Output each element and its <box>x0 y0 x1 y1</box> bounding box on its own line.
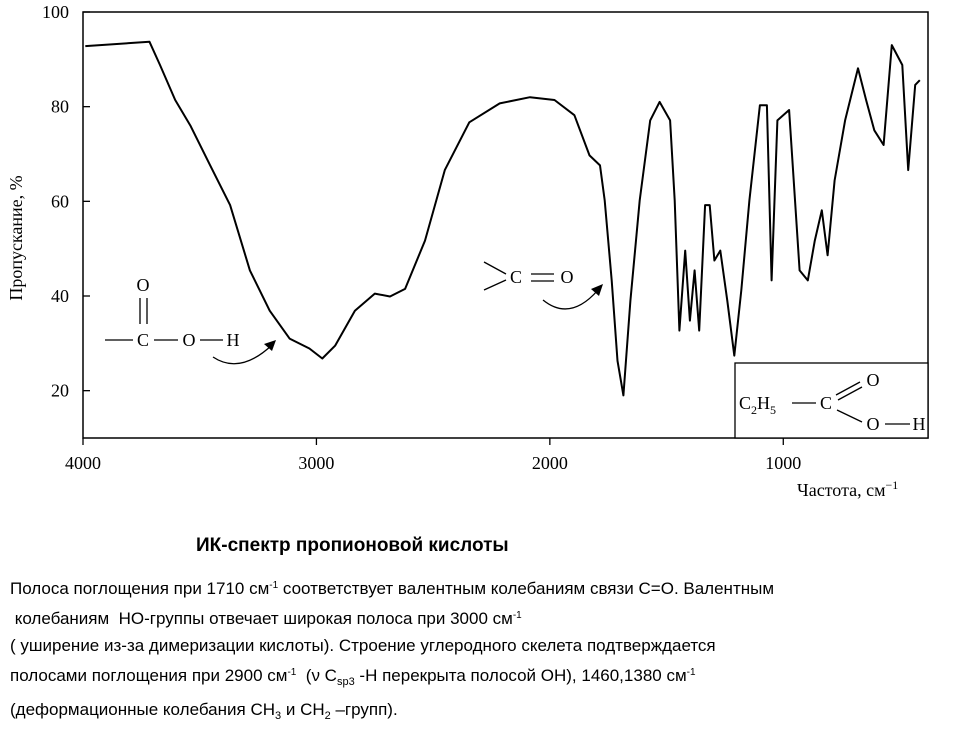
superscript: -1 <box>269 580 279 591</box>
superscript: -1 <box>512 610 522 621</box>
caption-line: Полоса поглощения при 1710 см-1 соответс… <box>10 572 955 602</box>
propionic-acid-structure: C2H5 C O O H <box>734 362 929 439</box>
atom: O <box>561 267 574 287</box>
atom: H <box>227 330 240 350</box>
formula: C2H5 <box>739 393 776 417</box>
atom: O <box>183 330 196 350</box>
arrow-head <box>591 284 603 296</box>
x-axis-label-text: Частота, см <box>797 480 886 500</box>
subscript: 2 <box>751 403 757 417</box>
atom: O <box>137 275 150 295</box>
y-tick-label: 80 <box>51 97 69 117</box>
subscript: 2 <box>324 710 331 722</box>
caption-line: колебаниям НО-группы отвечает широкая по… <box>10 602 955 632</box>
text: –групп). <box>330 700 398 719</box>
y-tick-label: 40 <box>51 286 69 306</box>
y-axis-label: Пропускание, % <box>6 175 26 300</box>
atom: C <box>739 393 751 413</box>
structure-box <box>734 362 929 439</box>
caption-text: Полоса поглощения при 1710 см-1 соответс… <box>10 572 955 730</box>
acid-group-structure: O C O H <box>105 275 276 365</box>
subscript: 3 <box>275 710 282 722</box>
text: соответствует валентным колебаниям связи… <box>278 579 775 598</box>
atom: H <box>913 414 926 434</box>
bond <box>837 386 863 401</box>
atom: H <box>757 393 770 413</box>
caption-title: ИК-спектр пропионовой кислоты <box>196 535 509 556</box>
carbonyl-structure: C O <box>483 261 603 310</box>
arrow-head <box>264 340 276 351</box>
bond <box>483 279 507 291</box>
spectrum-line <box>85 40 921 397</box>
text: ( уширение из-за димеризации кислоты). С… <box>10 636 716 655</box>
y-tick-label: 20 <box>51 381 69 401</box>
bond <box>835 381 861 396</box>
x-tick-label: 2000 <box>532 453 568 473</box>
text: (ν С <box>296 666 337 685</box>
caption-line: (деформационные колебания СН3 и СН2 –гру… <box>10 696 955 730</box>
text: и СН <box>281 700 325 719</box>
arrow <box>542 289 599 310</box>
chart: Пропускание, % Частота, см−1 O C O H C O… <box>6 2 929 500</box>
text: (деформационные колебания СН <box>10 700 275 719</box>
x-axis-label-exponent: −1 <box>886 478 899 492</box>
atom: O <box>867 414 880 434</box>
y-tick-label: 60 <box>51 191 69 211</box>
bond <box>483 261 507 275</box>
caption-line: ( уширение из-за димеризации кислоты). С… <box>10 632 955 659</box>
text: Полоса поглощения при 1710 см <box>10 579 270 598</box>
arrow <box>212 344 273 365</box>
text: колебаниям НО-группы отвечает широкая по… <box>10 609 513 628</box>
plot-frame <box>82 11 929 439</box>
superscript: -1 <box>287 667 297 678</box>
x-tick-label: 4000 <box>65 453 101 473</box>
atom: C <box>510 267 522 287</box>
x-tick-label: 1000 <box>765 453 801 473</box>
text: полосами поглощения при 2900 см <box>10 666 288 685</box>
x-tick-label: 3000 <box>298 453 334 473</box>
atom: O <box>867 370 880 390</box>
subscript: sp3 <box>336 676 355 688</box>
text: -Н перекрыта полосой ОН), 1460,1380 см <box>354 666 687 685</box>
y-tick-label: 100 <box>42 2 69 22</box>
subscript: 5 <box>770 403 776 417</box>
caption-line: полосами поглощения при 2900 см-1 (ν Сsp… <box>10 659 955 696</box>
x-axis-label: Частота, см−1 <box>797 478 898 500</box>
atom: C <box>137 330 149 350</box>
atom: C <box>820 393 832 413</box>
superscript: -1 <box>686 667 696 678</box>
bond <box>836 409 863 423</box>
